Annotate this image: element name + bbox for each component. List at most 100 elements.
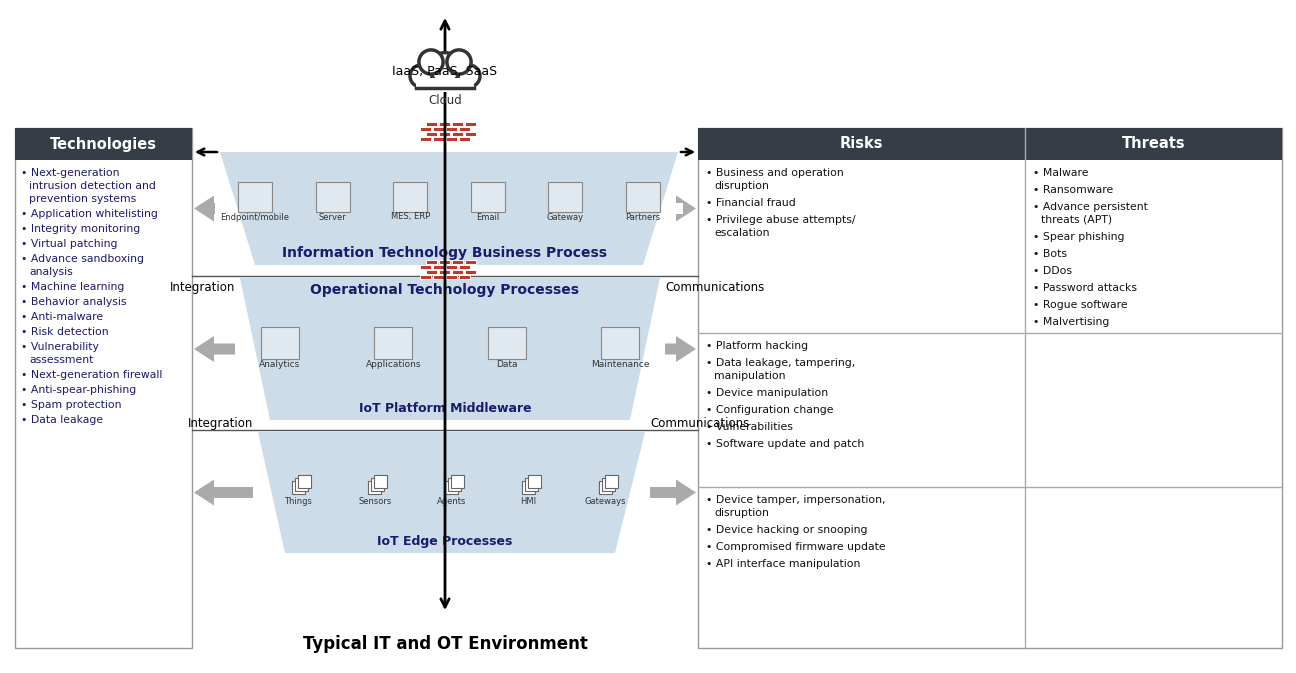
Bar <box>420 265 432 269</box>
Text: • Device hacking or snooping: • Device hacking or snooping <box>706 525 867 535</box>
Text: • Machine learning: • Machine learning <box>21 282 124 292</box>
Text: • DDos: • DDos <box>1033 266 1072 276</box>
Bar <box>433 137 445 141</box>
FancyBboxPatch shape <box>445 481 457 494</box>
FancyBboxPatch shape <box>601 327 639 359</box>
Circle shape <box>419 50 443 74</box>
Text: prevention systems: prevention systems <box>29 194 136 204</box>
FancyBboxPatch shape <box>626 182 660 211</box>
Bar <box>438 132 450 135</box>
Text: • Behavior analysis: • Behavior analysis <box>21 297 127 307</box>
Text: Risks: Risks <box>840 137 884 151</box>
FancyBboxPatch shape <box>599 481 612 494</box>
Text: • Advance persistent: • Advance persistent <box>1033 202 1148 212</box>
Text: • API interface manipulation: • API interface manipulation <box>706 559 861 569</box>
Text: Integration: Integration <box>170 281 235 294</box>
Bar <box>446 127 457 131</box>
Polygon shape <box>194 336 235 362</box>
Text: • Ransomware: • Ransomware <box>1033 185 1113 195</box>
Text: IoT Edge Processes: IoT Edge Processes <box>377 535 513 548</box>
Text: Analytics: Analytics <box>259 360 301 369</box>
FancyBboxPatch shape <box>393 182 428 211</box>
Text: Agents: Agents <box>437 497 467 507</box>
Polygon shape <box>194 479 253 505</box>
Polygon shape <box>194 195 215 221</box>
Circle shape <box>457 65 480 87</box>
Text: Things: Things <box>284 497 312 507</box>
Bar <box>425 122 437 125</box>
Text: • Software update and patch: • Software update and patch <box>706 439 864 450</box>
Bar <box>459 137 470 141</box>
Bar <box>446 137 457 141</box>
Text: MES, ERP: MES, ERP <box>390 213 430 221</box>
Text: • Next-generation firewall: • Next-generation firewall <box>21 370 162 380</box>
Text: • Password attacks: • Password attacks <box>1033 283 1137 293</box>
Text: disruption: disruption <box>714 181 769 191</box>
Text: Gateway: Gateway <box>547 213 584 221</box>
Text: • Malware: • Malware <box>1033 168 1089 178</box>
Bar <box>416 78 473 92</box>
Text: • Financial fraud: • Financial fraud <box>706 198 796 208</box>
FancyBboxPatch shape <box>604 475 617 488</box>
Circle shape <box>447 50 472 74</box>
FancyBboxPatch shape <box>238 182 272 211</box>
Text: • Device manipulation: • Device manipulation <box>706 388 828 398</box>
FancyBboxPatch shape <box>487 327 526 359</box>
Bar <box>451 132 463 135</box>
Bar <box>433 265 445 269</box>
Bar <box>438 122 450 125</box>
Bar <box>459 265 470 269</box>
Text: IaaS, PaaS, SaaS: IaaS, PaaS, SaaS <box>393 65 498 79</box>
Text: • Rogue software: • Rogue software <box>1033 300 1128 310</box>
Text: Server: Server <box>319 213 346 221</box>
Polygon shape <box>665 336 696 362</box>
Text: Endpoint/mobile: Endpoint/mobile <box>220 213 289 221</box>
Text: Communications: Communications <box>651 417 749 430</box>
Text: Technologies: Technologies <box>51 137 157 151</box>
Bar <box>425 260 437 264</box>
Bar <box>420 127 432 131</box>
FancyBboxPatch shape <box>16 128 192 160</box>
Bar <box>425 132 437 135</box>
Text: • Compromised firmware update: • Compromised firmware update <box>706 542 885 552</box>
Text: Communications: Communications <box>665 281 765 294</box>
Text: Sensors: Sensors <box>358 497 391 507</box>
Polygon shape <box>258 432 645 553</box>
FancyBboxPatch shape <box>699 128 1282 648</box>
Text: • Malvertising: • Malvertising <box>1033 317 1109 327</box>
FancyBboxPatch shape <box>527 475 540 488</box>
Text: • Bots: • Bots <box>1033 249 1067 259</box>
FancyBboxPatch shape <box>298 475 311 488</box>
Bar <box>464 122 476 125</box>
Text: Cloud: Cloud <box>428 94 461 107</box>
Text: assessment: assessment <box>29 355 93 365</box>
FancyBboxPatch shape <box>601 478 614 491</box>
FancyBboxPatch shape <box>375 327 412 359</box>
FancyBboxPatch shape <box>260 327 299 359</box>
Bar <box>425 270 437 273</box>
Text: Partners: Partners <box>626 213 661 221</box>
Bar <box>451 270 463 273</box>
Text: Integration: Integration <box>188 417 253 430</box>
Text: • Vulnerabilities: • Vulnerabilities <box>706 422 793 432</box>
Text: disruption: disruption <box>714 508 769 518</box>
Text: • Vulnerability: • Vulnerability <box>21 342 98 352</box>
Text: Data: Data <box>496 360 517 369</box>
Text: • Spam protection: • Spam protection <box>21 400 122 410</box>
FancyBboxPatch shape <box>470 182 505 211</box>
FancyBboxPatch shape <box>375 475 388 488</box>
Bar <box>464 260 476 264</box>
FancyBboxPatch shape <box>548 182 582 211</box>
Text: • Platform hacking: • Platform hacking <box>706 341 809 351</box>
Text: Maintenance: Maintenance <box>591 360 649 369</box>
Text: • Anti-malware: • Anti-malware <box>21 312 104 322</box>
Text: • Application whitelisting: • Application whitelisting <box>21 209 158 219</box>
Text: Applications: Applications <box>365 360 421 369</box>
Circle shape <box>429 52 460 83</box>
FancyBboxPatch shape <box>16 128 192 648</box>
Text: • Data leakage: • Data leakage <box>21 415 104 425</box>
Text: • Risk detection: • Risk detection <box>21 327 109 337</box>
Text: manipulation: manipulation <box>714 371 785 381</box>
Text: HMI: HMI <box>520 497 537 507</box>
Text: • Privilege abuse attempts/: • Privilege abuse attempts/ <box>706 215 855 225</box>
